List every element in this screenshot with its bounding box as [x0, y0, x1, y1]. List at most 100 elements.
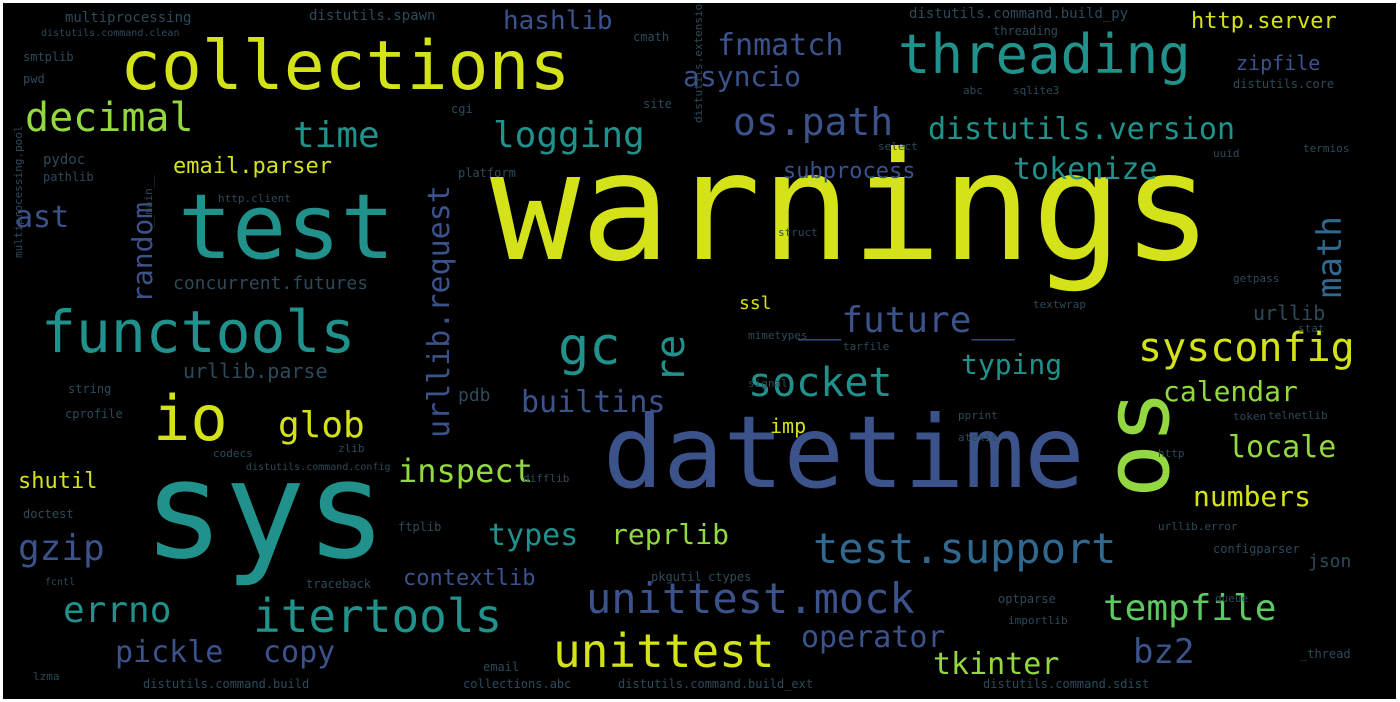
word-ast: ast: [15, 200, 70, 235]
word-main: __main__: [142, 175, 155, 228]
word-mimetypes: mimetypes: [748, 329, 808, 342]
word-future: __future__: [798, 300, 1015, 341]
word-email: email: [483, 660, 520, 674]
word-tokenize: tokenize: [1013, 152, 1158, 187]
word-configparser: configparser: [1213, 542, 1300, 556]
word-token: token: [1233, 410, 1267, 423]
word-tarfile: tarfile: [843, 340, 890, 353]
word-pdb: pdb: [458, 385, 491, 406]
word-unittest-mock: unittest.mock: [586, 574, 915, 623]
word-sys: sys: [143, 432, 387, 589]
word-http-server: http.server: [1191, 9, 1337, 34]
word-ssl: ssl: [739, 293, 772, 314]
word-re: re: [648, 334, 694, 383]
word-fcntl: fcntl: [45, 577, 76, 588]
word-multiprocessing: multiprocessing: [65, 10, 192, 26]
word-datetime: datetime: [603, 394, 1085, 511]
word-signal: signal: [748, 377, 788, 390]
word-termios: termios: [1303, 142, 1350, 155]
word-itertools: itertools: [253, 589, 503, 643]
word-codecs: codecs: [213, 447, 253, 460]
word-cloud: warnings sys datetime test collections os thre…: [3, 3, 1396, 699]
word-http: http: [1158, 447, 1185, 460]
word-threading: threading: [993, 24, 1059, 38]
word-distutils-spawn: distutils.spawn: [309, 8, 436, 24]
word-platform: platform: [458, 166, 516, 180]
word-distutils-command-build: distutils.command.build: [143, 677, 310, 691]
word-json: json: [1308, 551, 1352, 572]
word-test: test: [178, 175, 395, 280]
word-gzip: gzip: [18, 528, 105, 569]
word-errno: errno: [63, 590, 172, 631]
word-math: math: [1310, 216, 1350, 298]
word-distutils-core: distutils.core: [1233, 77, 1335, 91]
word-uuid: uuid: [1213, 147, 1240, 160]
word-distutils-command-build-py: distutils.command.build_py: [909, 6, 1129, 22]
word-distutils-command-clean: distutils.command.clean: [41, 28, 180, 39]
word-contextlib: contextlib: [403, 566, 536, 591]
word-numbers: numbers: [1193, 480, 1312, 513]
word-decimal: decimal: [25, 95, 194, 141]
word-builtins: builtins: [521, 385, 666, 420]
word-reprlib: reprlib: [611, 518, 730, 551]
word-imp: imp: [770, 414, 807, 438]
word-urllib-request: urllib.request: [422, 185, 457, 438]
word-smtplib: smtplib: [23, 50, 74, 64]
word-warnings: warnings: [490, 121, 1213, 295]
word-queue: queue: [1215, 592, 1249, 605]
word-tempfile: tempfile: [1103, 588, 1277, 629]
word-concurrent-futures: concurrent.futures: [173, 273, 369, 294]
word-site: site: [643, 97, 672, 111]
word-sysconfig: sysconfig: [1138, 325, 1355, 371]
word-distutils-extension: distutils.extension: [692, 3, 705, 123]
word-zipfile: zipfile: [1236, 51, 1321, 75]
word-locale: locale: [1228, 430, 1337, 465]
word-os-path: os.path: [733, 100, 894, 144]
word-distutils-command-build-ext: distutils.command.build_ext: [618, 677, 814, 691]
word-hashlib: hashlib: [503, 6, 613, 36]
word-urllib-error: urllib.error: [1158, 520, 1238, 533]
word-pwd: pwd: [23, 72, 45, 86]
word-types: types: [488, 518, 579, 553]
word-ctypes: ctypes: [708, 570, 752, 584]
word-socket: socket: [748, 360, 893, 406]
word-pydoc: pydoc: [43, 152, 86, 168]
word-optparse: optparse: [998, 592, 1056, 606]
word-typing: typing: [961, 348, 1063, 381]
word-tkinter: tkinter: [933, 647, 1060, 682]
word-multiprocessing-pool: multiprocessing.pool: [12, 125, 25, 258]
word-threading: threading: [898, 23, 1191, 86]
word-subprocess: subprocess: [783, 159, 916, 184]
word-glob: glob: [278, 405, 365, 446]
word-collections: collections: [120, 27, 571, 106]
word-pathlib: pathlib: [43, 170, 94, 184]
word-bz2: bz2: [1133, 632, 1195, 672]
word-urllib-parse: urllib.parse: [183, 359, 328, 383]
word-distutils-version: distutils.version: [928, 112, 1236, 147]
word-atexit: atexit: [958, 431, 998, 444]
word-thread: _thread: [1300, 647, 1351, 661]
word-select: select: [878, 140, 918, 153]
word-zlib: zlib: [338, 442, 365, 455]
word-time: time: [293, 115, 380, 156]
word-getpass: getpass: [1233, 272, 1280, 285]
word-calendar: calendar: [1163, 375, 1298, 408]
word-distutils-command-config: distutils.command.config: [246, 462, 391, 473]
word-test-support: test.support: [813, 524, 1117, 573]
word-textwrap: textwrap: [1033, 298, 1086, 311]
word-stat: stat: [1298, 322, 1325, 335]
word-pprint: pprint: [958, 409, 998, 422]
word-urllib: urllib: [1253, 301, 1326, 325]
word-sqlite3: sqlite3: [1013, 84, 1060, 97]
word-shutil: shutil: [18, 469, 98, 494]
word-difflib: difflib: [523, 472, 570, 485]
word-traceback: traceback: [306, 577, 372, 591]
word-lzma: lzma: [33, 670, 60, 683]
word-telnetlib: telnetlib: [1268, 409, 1328, 422]
word-email-parser: email.parser: [173, 154, 332, 179]
word-copy: copy: [263, 635, 336, 670]
word-cmath: cmath: [633, 30, 670, 44]
word-cgi: cgi: [451, 102, 473, 116]
word-importlib: importlib: [1008, 614, 1068, 627]
word-string: string: [68, 382, 112, 396]
